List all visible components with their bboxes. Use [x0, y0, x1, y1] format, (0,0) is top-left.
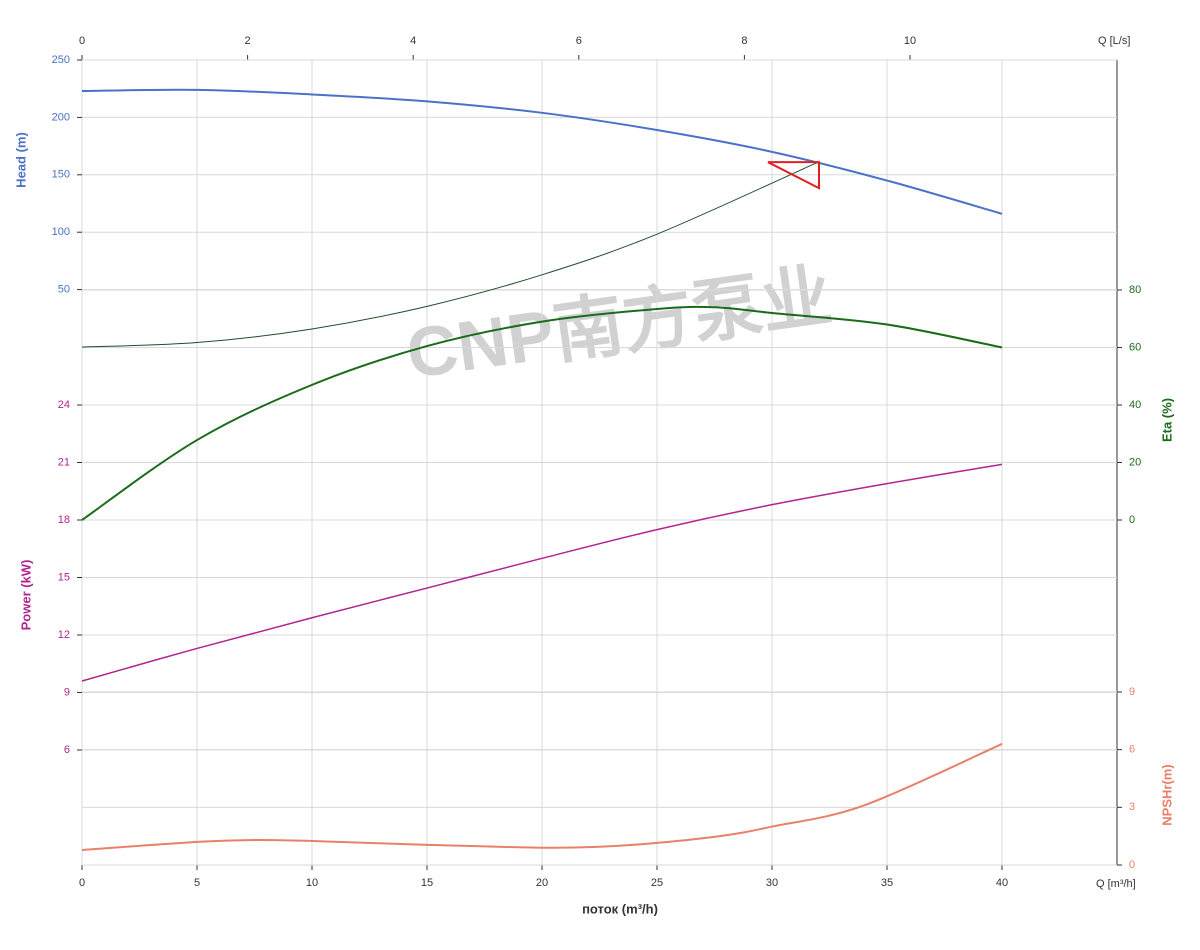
x2-tick-label: 6: [576, 35, 582, 47]
x2-tick-label: 10: [904, 35, 916, 47]
x2-tick-label: 0: [79, 35, 85, 47]
y-tick-label: 21: [58, 456, 70, 468]
x-unit-label: Q [m³/h]: [1096, 878, 1136, 890]
y-tick-label: 50: [58, 284, 70, 296]
y-tick-label: 0: [1129, 514, 1135, 526]
y-tick-label: 150: [52, 169, 70, 181]
y-tick-label: 6: [64, 744, 70, 756]
x-tick-label: 40: [996, 877, 1008, 889]
series-line: [81, 305, 1003, 521]
x-tick-label: 35: [881, 877, 893, 889]
watermark: CNP南方泵业: [402, 256, 836, 393]
x-tick-label: 25: [651, 877, 663, 889]
y-tick-label: 6: [1129, 744, 1135, 756]
x-tick-label: 20: [536, 877, 548, 889]
y-tick-label: 24: [58, 399, 70, 411]
x2-unit-label: Q [L/s]: [1098, 35, 1130, 47]
x2-tick-label: 4: [410, 35, 416, 47]
y-tick-label: 80: [1129, 284, 1141, 296]
x-tick-label: 5: [194, 877, 200, 889]
series-line: [81, 161, 819, 348]
series-line: [81, 88, 1003, 215]
series-line: [81, 742, 1003, 852]
y-tick-label: 0: [1129, 859, 1135, 871]
y-axis-title: Power (kW): [18, 560, 33, 631]
y-tick-label: 250: [52, 54, 70, 66]
x-tick-label: 0: [79, 877, 85, 889]
y-tick-label: 40: [1129, 399, 1141, 411]
y-axis-title: NPSHr(m): [1159, 764, 1174, 825]
y-tick-label: 100: [52, 226, 70, 238]
series-line: [81, 463, 1003, 682]
y-tick-label: 60: [1129, 341, 1141, 353]
x-tick-label: 15: [421, 877, 433, 889]
y-tick-label: 15: [58, 571, 70, 583]
y-tick-label: 200: [52, 111, 70, 123]
x2-tick-label: 8: [741, 35, 747, 47]
x-tick-label: 10: [306, 877, 318, 889]
x2-tick-label: 2: [245, 35, 251, 47]
operating-point: [767, 161, 820, 190]
y-tick-label: 20: [1129, 456, 1141, 468]
y-tick-label: 9: [1129, 686, 1135, 698]
y-tick-label: 12: [58, 629, 70, 641]
y-tick-label: 9: [64, 686, 70, 698]
x-tick-label: 30: [766, 877, 778, 889]
y-tick-label: 3: [1129, 801, 1135, 813]
y-tick-label: 18: [58, 514, 70, 526]
y-axis-title: Head (m): [13, 132, 28, 188]
y-axis-title: Eta (%): [1159, 398, 1174, 442]
x-axis-title: поток (m³/h): [582, 901, 658, 916]
